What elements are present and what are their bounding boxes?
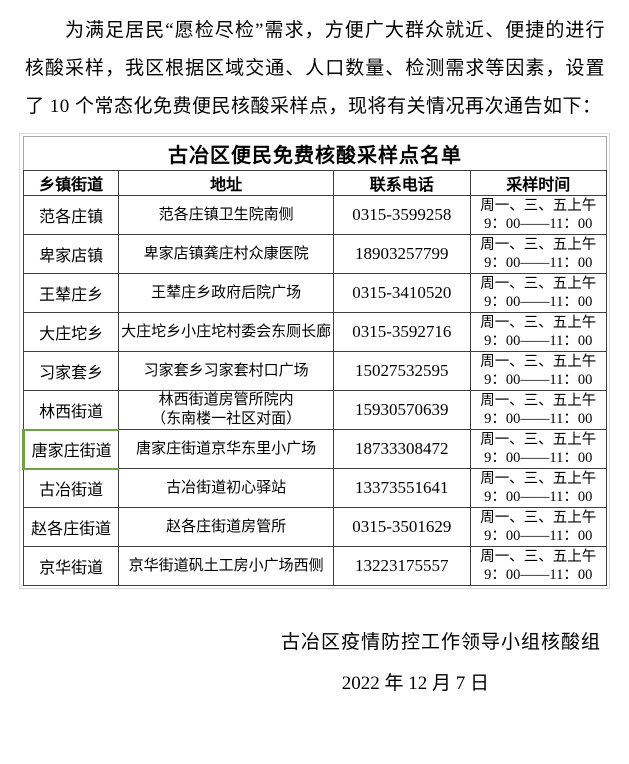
time-days: 周一、三、五上午 bbox=[480, 392, 597, 409]
time-days: 周一、三、五上午 bbox=[480, 548, 597, 565]
town-cell: 王辇庄乡 bbox=[22, 273, 120, 313]
col-header-phone: 联系电话 bbox=[333, 170, 471, 196]
town-cell: 古冶街道 bbox=[22, 468, 120, 508]
time-hours: 9：00——11：00 bbox=[484, 216, 593, 232]
phone-cell: 18903257799 bbox=[333, 234, 471, 274]
sampling-sites-table: 古冶区便民免费核酸采样点名单 乡镇街道 地址 联系电话 采样时间 范各庄镇 范各… bbox=[19, 133, 610, 589]
time-hours: 9：00——11：00 bbox=[484, 489, 593, 505]
town-cell: 赵各庄街道 bbox=[22, 507, 120, 547]
time-days: 周一、三、五上午 bbox=[480, 470, 597, 487]
time-hours: 9：00——11：00 bbox=[484, 450, 593, 466]
intro-paragraph: 为满足居民“愿检尽检”需求，方便广大群众就近、便捷的进行核酸采样，我区根据区域交… bbox=[25, 20, 605, 117]
time-cell: 周一、三、五上午 9：00——11：00 bbox=[469, 468, 607, 508]
phone-cell: 0315-3410520 bbox=[333, 273, 471, 313]
time-cell: 周一、三、五上午 9：00——11：00 bbox=[469, 351, 607, 391]
address-line: 林西街道房管所院内 bbox=[158, 392, 294, 408]
time-days: 周一、三、五上午 bbox=[480, 431, 597, 448]
table-title-row: 古冶区便民免费核酸采样点名单 bbox=[23, 136, 607, 171]
town-cell-selected: 唐家庄街道 bbox=[21, 428, 120, 470]
address-line: 京华街道矾土工房小广场西侧 bbox=[128, 557, 324, 574]
time-cell: 周一、三、五上午 9：00——11：00 bbox=[469, 195, 607, 235]
table-row: 卑家店镇 卑家店镇龚庄村众康医院 18903257799 周一、三、五上午 9：0… bbox=[22, 234, 607, 274]
town-cell: 习家套乡 bbox=[22, 351, 120, 391]
time-cell: 周一、三、五上午 9：00——11：00 bbox=[469, 312, 607, 352]
table-row: 习家套乡 习家套乡习家套村口广场 15027532595 周一、三、五上午 9：0… bbox=[22, 351, 607, 391]
time-hours: 9：00——11：00 bbox=[484, 294, 593, 310]
address-line: 习家套乡习家套村口广场 bbox=[143, 362, 309, 379]
town-cell: 大庄坨乡 bbox=[22, 312, 120, 352]
table-row: 大庄坨乡 大庄坨乡小庄坨村委会东厕长廊 0315-3592716 周一、三、五上… bbox=[22, 312, 607, 352]
address-line: 赵各庄街道房管所 bbox=[166, 518, 287, 535]
phone-cell: 15930570639 bbox=[333, 390, 471, 430]
table-row: 古冶街道 古冶街道初心驿站 13373551641 周一、三、五上午 9：00——… bbox=[22, 468, 607, 508]
signature-block: 古冶区疫情防控工作领导小组核酸组 2022 年 12 月 7 日 bbox=[0, 622, 629, 704]
address-cell: 唐家庄街道京华东里小广场 bbox=[118, 429, 335, 469]
address-line: 古冶街道初心驿站 bbox=[166, 479, 287, 496]
time-cell: 周一、三、五上午 9：00——11：00 bbox=[469, 273, 607, 313]
time-hours: 9：00——11：00 bbox=[484, 372, 593, 388]
table-row: 京华街道 京华街道矾土工房小广场西侧 13223175557 周一、三、五上午 9… bbox=[22, 546, 607, 586]
table-title: 古冶区便民免费核酸采样点名单 bbox=[23, 136, 607, 171]
time-hours: 9：00——11：00 bbox=[484, 255, 593, 271]
table-row: 唐家庄街道 唐家庄街道京华东里小广场 18733308472 周一、三、五上午 9… bbox=[21, 428, 607, 470]
phone-cell: 0315-3599258 bbox=[333, 195, 471, 235]
col-header-time: 采样时间 bbox=[469, 170, 607, 196]
address-line: 大庄坨乡小庄坨村委会东厕长廊 bbox=[121, 323, 332, 340]
phone-cell: 13373551641 bbox=[333, 468, 471, 508]
address-cell: 京华街道矾土工房小广场西侧 bbox=[118, 546, 335, 586]
time-hours: 9：00——11：00 bbox=[484, 567, 593, 583]
table-row: 范各庄镇 范各庄镇卫生院南侧 0315-3599258 周一、三、五上午 9：00… bbox=[22, 195, 607, 235]
time-cell: 周一、三、五上午 9：00——11：00 bbox=[469, 429, 607, 469]
time-cell: 周一、三、五上午 9：00——11：00 bbox=[469, 507, 607, 547]
signature-org: 古冶区疫情防控工作领导小组核酸组 bbox=[280, 632, 601, 653]
address-line2: （东南楼一社区对面） bbox=[151, 411, 302, 427]
col-header-address: 地址 bbox=[118, 170, 335, 196]
town-cell: 卑家店镇 bbox=[22, 234, 120, 274]
table-row: 赵各庄街道 赵各庄街道房管所 0315-3501629 周一、三、五上午 9：00… bbox=[22, 507, 607, 547]
signature-date: 2022 年 12 月 7 日 bbox=[341, 673, 489, 694]
phone-cell: 0315-3501629 bbox=[333, 507, 471, 547]
town-cell: 京华街道 bbox=[22, 546, 120, 586]
town-cell: 范各庄镇 bbox=[22, 195, 120, 235]
time-hours: 9：00——11：00 bbox=[484, 411, 593, 427]
time-days: 周一、三、五上午 bbox=[480, 509, 597, 526]
phone-cell: 13223175557 bbox=[333, 546, 471, 586]
phone-cell: 0315-3592716 bbox=[333, 312, 471, 352]
col-header-town: 乡镇街道 bbox=[22, 170, 120, 196]
address-line: 范各庄镇卫生院南侧 bbox=[158, 206, 294, 223]
table-row: 王辇庄乡 王辇庄乡政府后院广场 0315-3410520 周一、三、五上午 9：0… bbox=[22, 273, 607, 313]
phone-cell: 15027532595 bbox=[333, 351, 471, 391]
address-cell: 古冶街道初心驿站 bbox=[118, 468, 335, 508]
time-hours: 9：00——11：00 bbox=[484, 333, 593, 349]
address-cell: 林西街道房管所院内 （东南楼一社区对面） bbox=[118, 390, 335, 430]
phone-cell: 18733308472 bbox=[333, 429, 471, 469]
time-days: 周一、三、五上午 bbox=[480, 236, 597, 253]
address-cell: 卑家店镇龚庄村众康医院 bbox=[118, 234, 335, 274]
address-cell: 范各庄镇卫生院南侧 bbox=[118, 195, 335, 235]
time-days: 周一、三、五上午 bbox=[480, 314, 597, 331]
address-line: 王辇庄乡政府后院广场 bbox=[151, 284, 302, 301]
address-line: 唐家庄街道京华东里小广场 bbox=[136, 440, 317, 457]
time-cell: 周一、三、五上午 9：00——11：00 bbox=[469, 390, 607, 430]
address-cell: 王辇庄乡政府后院广场 bbox=[118, 273, 335, 313]
address-line: 卑家店镇龚庄村众康医院 bbox=[143, 245, 309, 262]
table-row: 林西街道 林西街道房管所院内 （东南楼一社区对面） 15930570639 周一、… bbox=[22, 390, 607, 430]
time-days: 周一、三、五上午 bbox=[480, 197, 597, 214]
address-cell: 大庄坨乡小庄坨村委会东厕长廊 bbox=[118, 312, 335, 352]
table-header-row: 乡镇街道 地址 联系电话 采样时间 bbox=[22, 170, 607, 196]
time-cell: 周一、三、五上午 9：00——11：00 bbox=[469, 234, 607, 274]
time-days: 周一、三、五上午 bbox=[480, 275, 597, 292]
time-hours: 9：00——11：00 bbox=[484, 528, 593, 544]
time-cell: 周一、三、五上午 9：00——11：00 bbox=[469, 546, 607, 586]
address-cell: 习家套乡习家套村口广场 bbox=[118, 351, 335, 391]
address-cell: 赵各庄街道房管所 bbox=[118, 507, 335, 547]
town-cell: 林西街道 bbox=[22, 390, 120, 430]
time-days: 周一、三、五上午 bbox=[480, 353, 597, 370]
